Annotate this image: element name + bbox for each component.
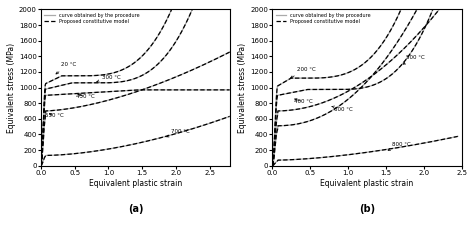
Text: 700 °C: 700 °C bbox=[166, 129, 190, 137]
Text: 500 °C: 500 °C bbox=[403, 55, 424, 64]
Text: 200 °C: 200 °C bbox=[291, 67, 315, 78]
Text: 450 °C: 450 °C bbox=[76, 94, 95, 99]
Text: (b): (b) bbox=[359, 205, 375, 215]
Y-axis label: Equivalent stress (MPa): Equivalent stress (MPa) bbox=[7, 42, 16, 133]
Y-axis label: Equivalent stress (MPa): Equivalent stress (MPa) bbox=[238, 42, 247, 133]
X-axis label: Equivalent plastic strain: Equivalent plastic strain bbox=[89, 179, 182, 188]
Text: 800 °C: 800 °C bbox=[388, 142, 410, 151]
Legend: curve obtained by the procedure, Proposed constitutive model: curve obtained by the procedure, Propose… bbox=[43, 12, 140, 25]
Text: 400 °C: 400 °C bbox=[293, 99, 312, 104]
Legend: curve obtained by the procedure, Proposed constitutive model: curve obtained by the procedure, Propose… bbox=[275, 12, 372, 25]
Text: 600 °C: 600 °C bbox=[332, 106, 353, 112]
Text: 20 °C: 20 °C bbox=[56, 62, 76, 74]
X-axis label: Equivalent plastic strain: Equivalent plastic strain bbox=[320, 179, 414, 188]
Text: 300 °C: 300 °C bbox=[96, 74, 120, 82]
Text: 550 °C: 550 °C bbox=[45, 113, 64, 118]
Text: (a): (a) bbox=[128, 205, 143, 215]
